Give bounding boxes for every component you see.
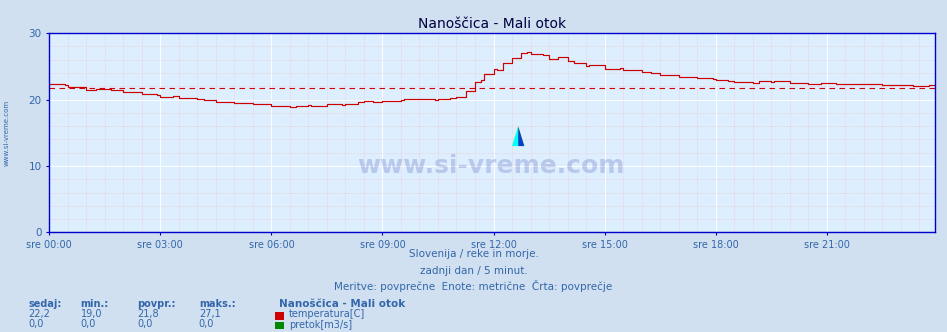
- Title: Nanoščica - Mali otok: Nanoščica - Mali otok: [418, 17, 566, 31]
- Text: sedaj:: sedaj:: [28, 299, 62, 309]
- Text: 0,0: 0,0: [80, 319, 96, 329]
- Text: pretok[m3/s]: pretok[m3/s]: [289, 320, 352, 330]
- Text: 19,0: 19,0: [80, 309, 102, 319]
- Text: zadnji dan / 5 minut.: zadnji dan / 5 minut.: [420, 266, 527, 276]
- Polygon shape: [512, 126, 518, 146]
- Text: 22,2: 22,2: [28, 309, 50, 319]
- Text: Nanoščica - Mali otok: Nanoščica - Mali otok: [279, 299, 405, 309]
- Polygon shape: [518, 126, 525, 146]
- Text: www.si-vreme.com: www.si-vreme.com: [357, 154, 624, 178]
- Text: min.:: min.:: [80, 299, 109, 309]
- Text: Meritve: povprečne  Enote: metrične  Črta: povprečje: Meritve: povprečne Enote: metrične Črta:…: [334, 281, 613, 292]
- Text: povpr.:: povpr.:: [137, 299, 176, 309]
- Text: maks.:: maks.:: [199, 299, 236, 309]
- Text: temperatura[C]: temperatura[C]: [289, 309, 366, 319]
- Text: www.si-vreme.com: www.si-vreme.com: [4, 100, 9, 166]
- Text: 0,0: 0,0: [199, 319, 214, 329]
- Text: Slovenija / reke in morje.: Slovenija / reke in morje.: [408, 249, 539, 259]
- Text: 21,8: 21,8: [137, 309, 159, 319]
- Text: 27,1: 27,1: [199, 309, 221, 319]
- Polygon shape: [512, 126, 525, 146]
- Text: 0,0: 0,0: [28, 319, 44, 329]
- Text: 0,0: 0,0: [137, 319, 152, 329]
